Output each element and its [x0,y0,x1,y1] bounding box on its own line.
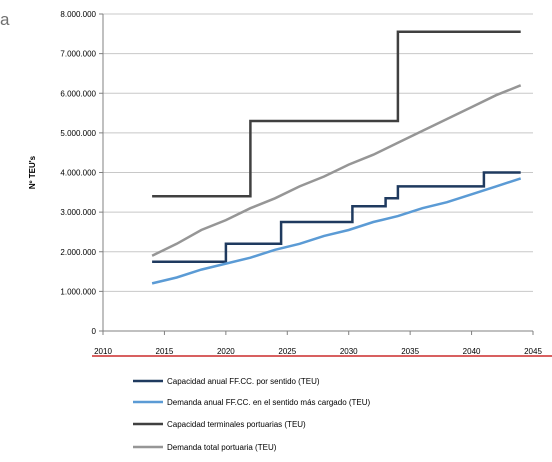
legend: Capacidad anual FF.CC. por sentido (TEU)… [133,377,371,452]
y-tick-label-5: 5.000.000 [60,129,96,138]
y-axis-label: Nº TEU's [28,155,37,189]
gridlines [103,13,533,292]
legend-label-3: Capacidad terminales portuarias (TEU) [167,420,306,429]
x-tick-label-5: 2035 [401,347,419,356]
x-tick-label-3: 2025 [278,347,296,356]
x-tick-label-1: 2015 [156,347,174,356]
series-line-4 [151,84,522,257]
axes [99,13,534,335]
series-line-3 [152,30,521,198]
legend-label-1: Capacidad anual FF.CC. por sentido (TEU) [167,377,320,386]
cropped-text-fragment: a [0,10,10,29]
x-tick-label-7: 2045 [524,347,542,356]
x-tick-label-4: 2030 [340,347,358,356]
y-tick-label-2: 2.000.000 [60,248,96,257]
x-tick-label-6: 2040 [463,347,481,356]
x-tick-label-2: 2020 [217,347,235,356]
x-tick-labels: 2010 2015 2020 2025 2030 2035 2040 2045 [94,347,542,356]
y-tick-label-0: 0 [92,327,97,336]
legend-label-2: Demanda anual FF.CC. en el sentido más c… [167,398,371,407]
y-tick-label-7: 7.000.000 [60,50,96,59]
y-tick-label-4: 4.000.000 [60,169,96,178]
y-tick-label-6: 6.000.000 [60,89,96,98]
y-tick-label-8: 8.000.000 [60,10,96,19]
series-line-1 [152,171,521,263]
series-line-2 [151,177,522,285]
legend-label-4: Demanda total portuaria (TEU) [167,443,277,452]
y-tick-label-1: 1.000.000 [60,287,96,296]
y-tick-label-3: 3.000.000 [60,208,96,217]
series-lines [151,30,522,285]
y-tick-labels: 0 1.000.000 2.000.000 3.000.000 4.000.000 5.0… [60,10,96,336]
x-tick-label-0: 2010 [94,347,112,356]
